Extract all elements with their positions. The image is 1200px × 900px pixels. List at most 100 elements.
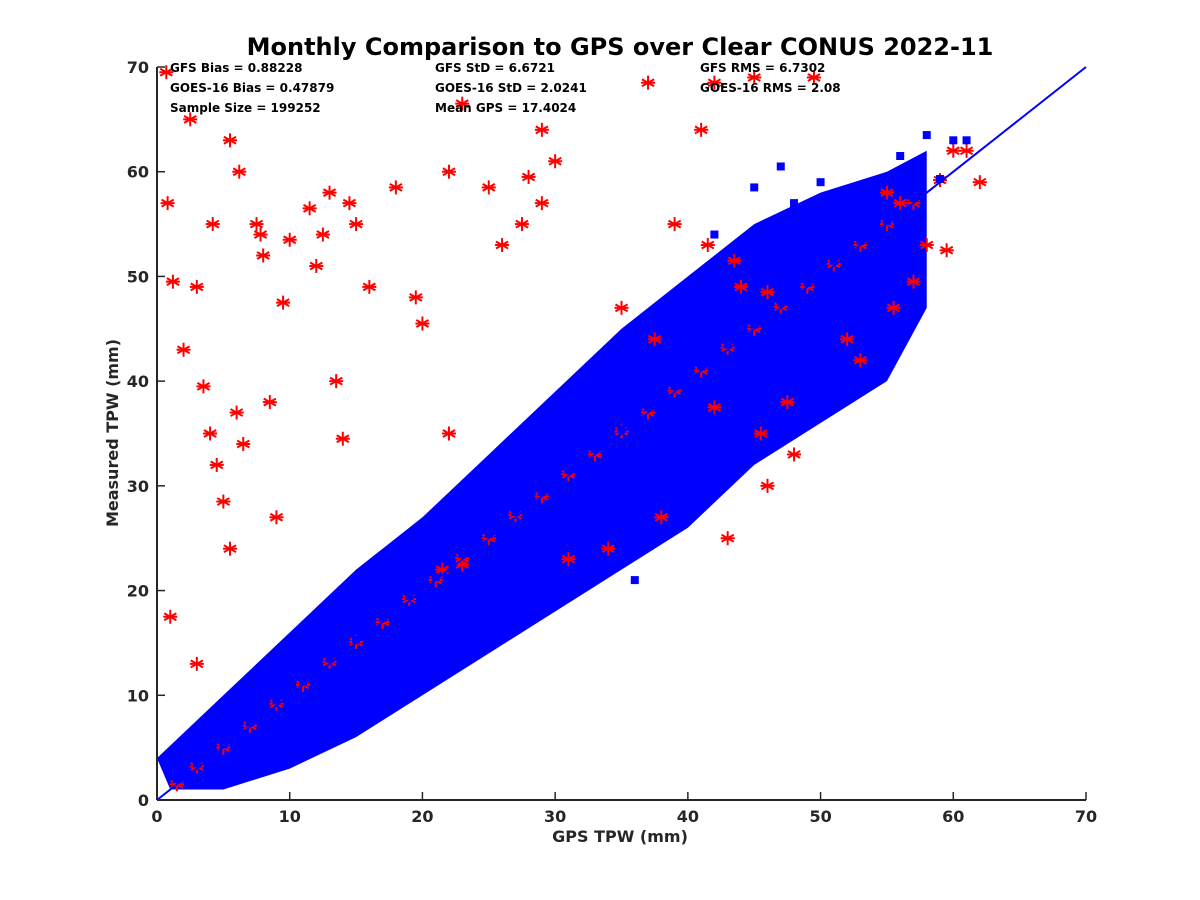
asterisk-point bbox=[733, 279, 748, 294]
stat-text: Mean GPS = 17.4024 bbox=[435, 101, 576, 115]
asterisk-point bbox=[972, 175, 987, 190]
asterisk-point bbox=[309, 258, 324, 273]
stat-text: GOES-16 RMS = 2.08 bbox=[700, 81, 841, 95]
square-point bbox=[617, 425, 626, 434]
asterisk-point bbox=[203, 426, 218, 441]
asterisk-point bbox=[939, 243, 954, 258]
asterisk-point bbox=[495, 238, 510, 253]
asterisk-point bbox=[342, 196, 357, 211]
square-point bbox=[219, 740, 228, 749]
square-point bbox=[816, 178, 825, 187]
asterisk-point bbox=[694, 122, 709, 137]
square-point bbox=[936, 175, 945, 184]
asterisk-point bbox=[727, 253, 742, 268]
asterisk-point bbox=[160, 196, 175, 211]
stat-text: GFS StD = 6.6721 bbox=[435, 61, 555, 75]
asterisk-point bbox=[534, 122, 549, 137]
square-point bbox=[458, 549, 467, 558]
y-axis-label: Measured TPW (mm) bbox=[103, 339, 122, 527]
square-point bbox=[949, 136, 958, 145]
asterisk-point bbox=[707, 400, 722, 415]
y-tick-label: 60 bbox=[127, 163, 149, 182]
square-point bbox=[551, 586, 560, 595]
square-point bbox=[843, 314, 852, 323]
asterisk-point bbox=[196, 379, 211, 394]
square-point bbox=[670, 382, 679, 391]
x-tick-label: 10 bbox=[279, 807, 301, 826]
asterisk-point bbox=[282, 232, 297, 247]
asterisk-point bbox=[205, 217, 220, 232]
square-point bbox=[750, 183, 759, 192]
asterisk-point bbox=[256, 248, 271, 263]
asterisk-point bbox=[236, 436, 251, 451]
asterisk-point bbox=[534, 196, 549, 211]
square-point bbox=[172, 775, 181, 784]
asterisk-point bbox=[760, 478, 775, 493]
square-point bbox=[776, 162, 785, 171]
asterisk-point bbox=[249, 217, 264, 232]
x-tick-label: 0 bbox=[151, 807, 162, 826]
asterisk-point bbox=[886, 300, 901, 315]
asterisk-point bbox=[165, 274, 180, 289]
square-point bbox=[298, 677, 307, 686]
asterisk-point bbox=[561, 552, 576, 567]
square-point bbox=[856, 236, 865, 245]
asterisk-point bbox=[441, 164, 456, 179]
asterisk-point bbox=[189, 656, 204, 671]
asterisk-point bbox=[481, 180, 496, 195]
asterisk-point bbox=[946, 143, 961, 158]
square-point bbox=[644, 403, 653, 412]
y-tick-label: 10 bbox=[127, 686, 149, 705]
asterisk-point bbox=[654, 510, 669, 525]
square-point bbox=[710, 230, 719, 239]
asterisk-point bbox=[647, 332, 662, 347]
asterisk-point bbox=[641, 75, 656, 90]
asterisk-point bbox=[919, 238, 934, 253]
square-point bbox=[352, 635, 361, 644]
asterisk-point bbox=[276, 295, 291, 310]
asterisk-point bbox=[322, 185, 337, 200]
plot-area bbox=[156, 65, 1087, 801]
asterisk-point bbox=[455, 96, 470, 111]
square-point bbox=[790, 199, 799, 208]
asterisk-point bbox=[548, 154, 563, 169]
asterisk-point bbox=[700, 238, 715, 253]
square-point bbox=[192, 759, 201, 768]
square-point bbox=[896, 152, 905, 161]
stat-text: GOES-16 Bias = 0.47879 bbox=[170, 81, 334, 95]
chart-title: Monthly Comparison to GPS over Clear CON… bbox=[247, 33, 994, 61]
y-tick-label: 50 bbox=[127, 267, 149, 286]
series-1 bbox=[172, 131, 971, 784]
square-point bbox=[484, 530, 493, 539]
square-point bbox=[909, 193, 918, 202]
asterisk-point bbox=[667, 217, 682, 232]
asterisk-point bbox=[753, 426, 768, 441]
square-point bbox=[776, 298, 785, 307]
asterisk-point bbox=[388, 180, 403, 195]
x-tick-label: 50 bbox=[809, 807, 831, 826]
asterisk-point bbox=[229, 405, 244, 420]
asterisk-point bbox=[720, 531, 735, 546]
x-tick-label: 40 bbox=[677, 807, 699, 826]
square-point bbox=[405, 591, 414, 600]
asterisk-point bbox=[222, 541, 237, 556]
asterisk-point bbox=[189, 279, 204, 294]
square-point bbox=[750, 320, 759, 329]
asterisk-point bbox=[521, 169, 536, 184]
square-point bbox=[630, 576, 639, 585]
stat-text: Sample Size = 199252 bbox=[170, 101, 321, 115]
asterisk-point bbox=[362, 279, 377, 294]
asterisk-point bbox=[232, 164, 247, 179]
square-point bbox=[876, 345, 885, 354]
square-point bbox=[378, 613, 387, 622]
square-point bbox=[431, 572, 440, 581]
asterisk-point bbox=[209, 457, 224, 472]
square-point bbox=[829, 256, 838, 265]
asterisk-point bbox=[408, 290, 423, 305]
y-tick-label: 70 bbox=[127, 58, 149, 77]
asterisk-point bbox=[760, 285, 775, 300]
asterisk-point bbox=[959, 143, 974, 158]
asterisk-point bbox=[253, 227, 268, 242]
square-point bbox=[723, 340, 732, 349]
asterisk-point bbox=[269, 510, 284, 525]
